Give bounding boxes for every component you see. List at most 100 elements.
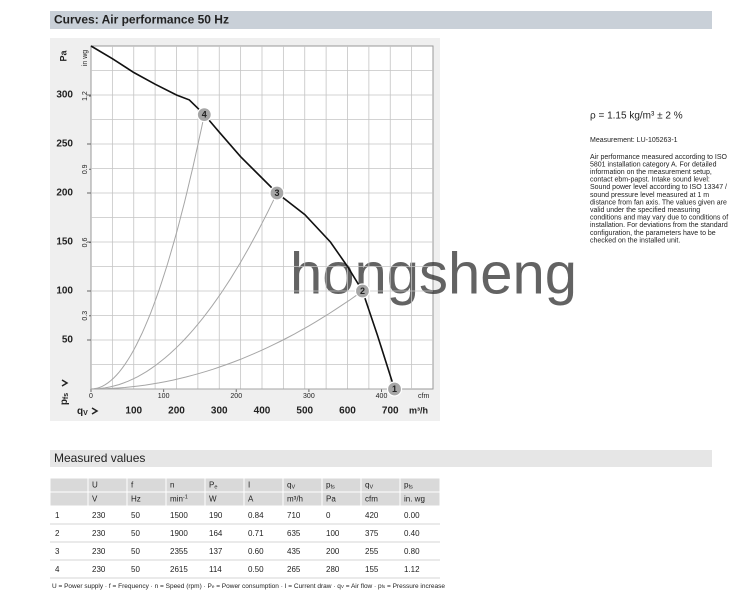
- x-tick-label: 600: [339, 406, 356, 417]
- x-tick-label: 100: [125, 406, 142, 417]
- header-cell-bg: [400, 492, 440, 506]
- table-cell: 137: [209, 547, 223, 556]
- operating-point: [386, 381, 403, 397]
- table-cell: 230: [92, 547, 106, 556]
- footnote-part: V: [341, 584, 345, 589]
- header-cell-bg: [205, 492, 244, 506]
- footnote-part: = Power consumption · I = Current draw ·…: [214, 583, 341, 590]
- table-cell: 0.00: [404, 511, 420, 520]
- operating-point: [354, 283, 371, 299]
- header-cell: n: [170, 481, 174, 490]
- header-cell-bg: [88, 492, 127, 506]
- note-line: checked on the installed unit.: [590, 237, 680, 244]
- table-cell: 50: [131, 565, 140, 574]
- note-line: Sound power level according to ISO 13347…: [590, 184, 727, 191]
- y-tick-label: 250: [56, 139, 73, 150]
- header-cell-part: fs: [408, 484, 413, 490]
- fan-curve: [90, 45, 396, 390]
- header-cell-bg: [322, 478, 361, 492]
- operating-point-label: 4: [202, 109, 207, 119]
- note-line: sound pressure level measured at 1 m: [590, 192, 709, 199]
- y-axis-symbol-part: p: [59, 399, 70, 405]
- x-tick-label: 500: [296, 406, 313, 417]
- header-cell: qV: [365, 481, 373, 491]
- table-cell: 2: [55, 529, 60, 538]
- x-tick-label: 400: [254, 406, 271, 417]
- header-cell-bg: [244, 478, 283, 492]
- y-axis-symbol-part: fs: [63, 393, 70, 399]
- table-cell: 0.50: [248, 565, 264, 574]
- table-cell: 3: [55, 547, 60, 556]
- system-curve: [90, 192, 278, 390]
- header-bar: [50, 11, 712, 29]
- x-tick-label: 300: [211, 406, 228, 417]
- watermark: hongsheng: [290, 241, 577, 306]
- y-tick-label: 50: [62, 335, 74, 346]
- table-cell: 635: [287, 529, 301, 538]
- header-cell: min-1: [170, 495, 188, 504]
- y-tick-label: 150: [56, 237, 73, 248]
- table-cell: 1900: [170, 529, 188, 538]
- header-cell-bg: [50, 492, 88, 506]
- y-tick-label: 300: [56, 90, 73, 101]
- table-cell: 50: [131, 547, 140, 556]
- table-cell: 1500: [170, 511, 188, 520]
- y-tick-label: 200: [56, 188, 73, 199]
- header-cell: pfs: [326, 481, 335, 491]
- header-cell-bg: [244, 492, 283, 506]
- footnote-part: = Pressure increase: [385, 583, 445, 590]
- table-cell: 230: [92, 565, 106, 574]
- y2-tick-label: 0.6: [82, 238, 89, 248]
- x2-tick-label: 100: [158, 393, 170, 400]
- x2-tick-label: 200: [230, 393, 242, 400]
- table-cell: 710: [287, 511, 301, 520]
- header-cell: m³/h: [287, 495, 303, 504]
- density: ρ = 1.15 kg/m³ ± 2 %: [590, 111, 683, 122]
- table-cell: 0.40: [404, 529, 420, 538]
- table-title-bar: [50, 450, 712, 467]
- note-line: installation. For deviations from the st…: [590, 222, 728, 229]
- x2-tick-label: 300: [303, 393, 315, 400]
- header-cell-part: e: [214, 484, 217, 490]
- table-cell: 230: [92, 529, 106, 538]
- note-line: Air performance measured according to IS…: [590, 154, 728, 161]
- measurement: Measurement: LU-105263-1: [590, 137, 678, 144]
- header-cell-part: V: [291, 484, 295, 490]
- table-cell: 2615: [170, 565, 188, 574]
- header-cell-bg: [283, 478, 322, 492]
- footnote: U = Power supply · f = Frequency · n = S…: [52, 583, 445, 590]
- header-cell: Pa: [326, 495, 336, 504]
- header-cell-part: q: [365, 481, 369, 490]
- table-cell: 50: [131, 529, 140, 538]
- table-cell: 2355: [170, 547, 188, 556]
- footnote-part: e: [212, 584, 215, 589]
- table-cell: 155: [365, 565, 379, 574]
- table-cell: 0: [326, 511, 331, 520]
- header-cell: f: [131, 481, 134, 490]
- table-cell: 100: [326, 529, 340, 538]
- header-cell: V: [92, 495, 98, 504]
- header-cell: Hz: [131, 495, 141, 504]
- header-cell: in. wg: [404, 495, 425, 504]
- table-cell: 255: [365, 547, 379, 556]
- header-cell: qV: [287, 481, 295, 491]
- table-cell: 375: [365, 529, 379, 538]
- x-tick-label: 700: [382, 406, 399, 417]
- table-cell: 435: [287, 547, 301, 556]
- footnote-part: fs: [382, 584, 386, 589]
- x-axis-symbol: qV: [77, 406, 88, 417]
- header-cell-part: P: [209, 481, 214, 490]
- note-line: contact ebm-papst. Intake sound level:: [590, 177, 710, 184]
- header-cell: W: [209, 495, 217, 504]
- y-arrow: [61, 379, 69, 387]
- header-cell-bg: [322, 492, 361, 506]
- table-cell: 0.60: [248, 547, 264, 556]
- y2-tick-label: 0.3: [82, 311, 89, 321]
- table-cell: 200: [326, 547, 340, 556]
- x-tick-label: 200: [168, 406, 185, 417]
- header-cell-bg: [361, 492, 400, 506]
- y-label: Pa: [58, 50, 68, 62]
- table-cell: 0.71: [248, 529, 264, 538]
- header-cell-bg: [88, 478, 127, 492]
